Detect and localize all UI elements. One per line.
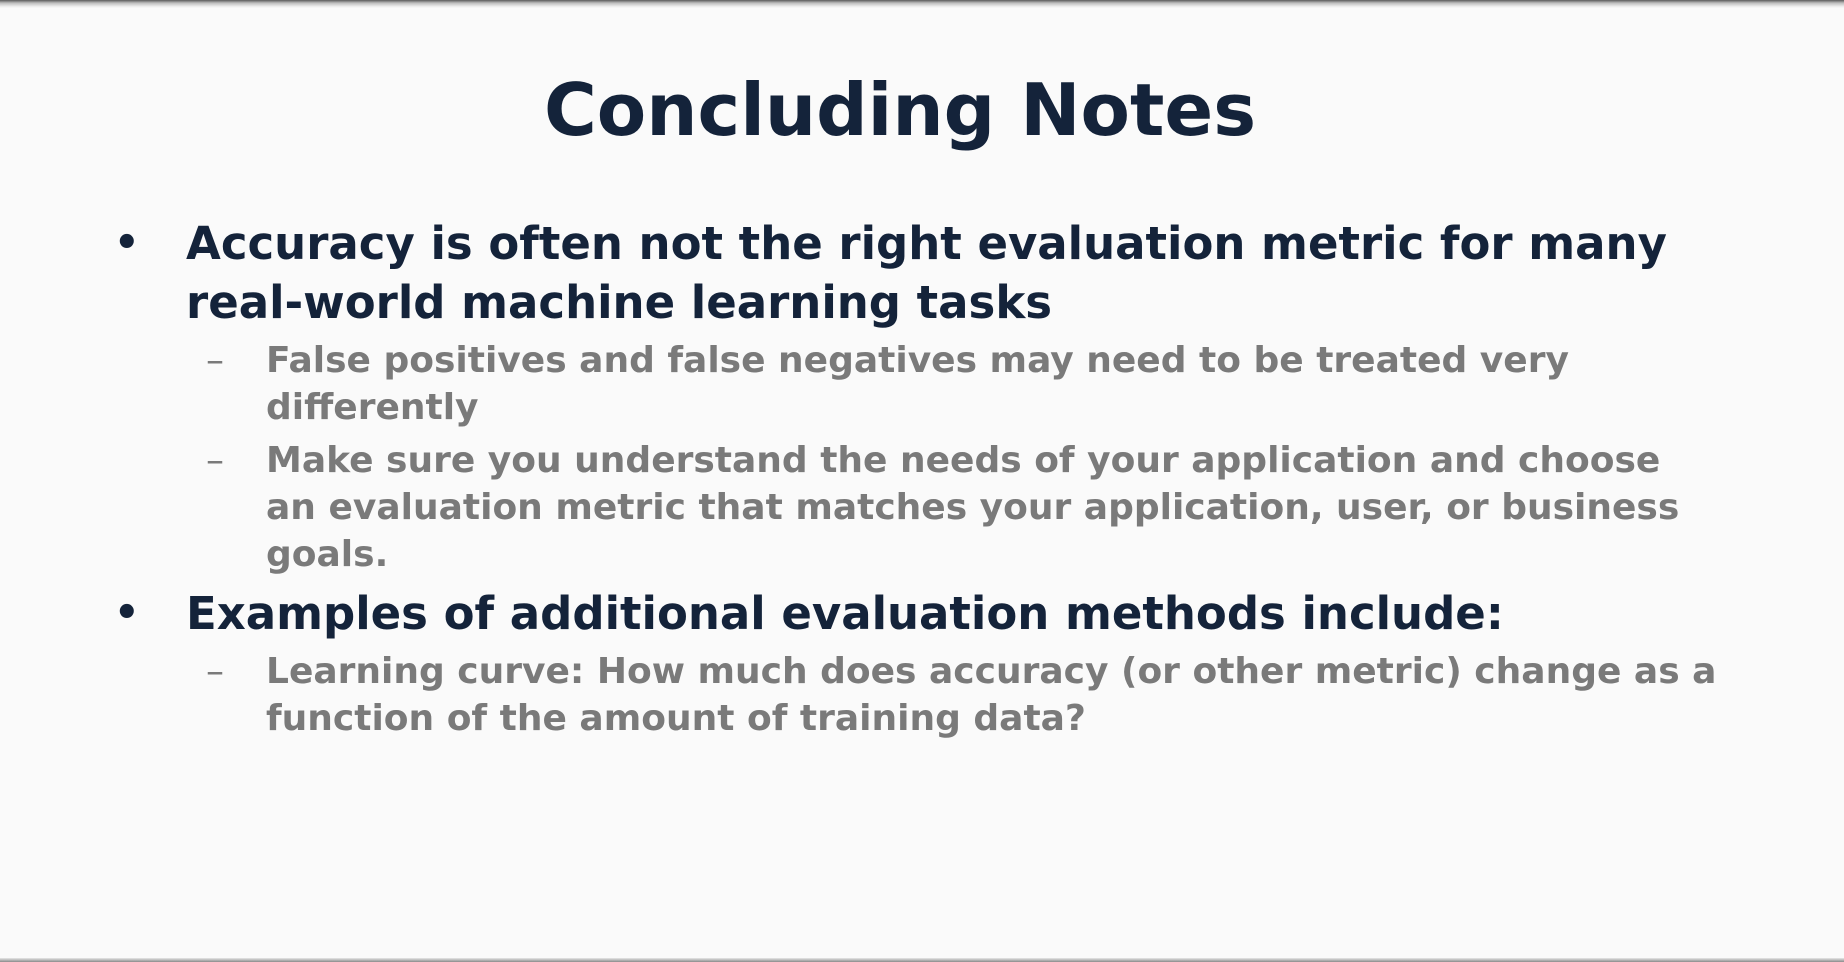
dash-icon: – <box>206 440 224 481</box>
dash-icon: – <box>206 651 224 692</box>
dash-icon: – <box>206 340 224 381</box>
bullet-item: • Examples of additional evaluation meth… <box>110 584 1720 643</box>
slide-title: Concluding Notes <box>543 68 1257 152</box>
sub-bullet-text: Learning curve: How much does accuracy (… <box>266 651 1717 739</box>
slide-body: • Accuracy is often not the right evalua… <box>110 214 1720 748</box>
bullet-text: Accuracy is often not the right evaluati… <box>186 217 1667 329</box>
slide: Concluding Notes • Accuracy is often not… <box>0 8 1844 958</box>
sub-bullet-item: – Learning curve: How much does accuracy… <box>110 648 1720 742</box>
sub-bullet-item: – Make sure you understand the needs of … <box>110 437 1720 578</box>
slide-bottom-border <box>0 958 1844 962</box>
sub-bullet-item: – False positives and false negatives ma… <box>110 337 1720 431</box>
bullet-icon: • <box>114 220 140 266</box>
bullet-item: • Accuracy is often not the right evalua… <box>110 214 1720 332</box>
sub-bullet-text: False positives and false negatives may … <box>266 340 1569 428</box>
bullet-icon: • <box>114 590 140 636</box>
bullet-text: Examples of additional evaluation method… <box>186 587 1504 640</box>
sub-bullet-text: Make sure you understand the needs of yo… <box>266 440 1680 575</box>
